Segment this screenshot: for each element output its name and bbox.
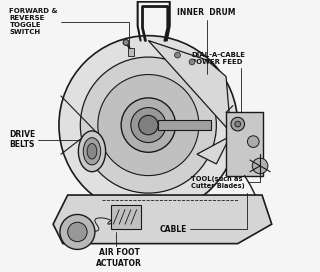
Text: CABLE: CABLE bbox=[160, 193, 247, 234]
Circle shape bbox=[80, 57, 216, 193]
Text: DIAL-A-CABLE
POWER FEED: DIAL-A-CABLE POWER FEED bbox=[191, 52, 245, 121]
Ellipse shape bbox=[78, 131, 106, 172]
Bar bbox=[111, 205, 140, 229]
Circle shape bbox=[60, 214, 95, 249]
Circle shape bbox=[131, 108, 166, 143]
Circle shape bbox=[235, 121, 241, 127]
Text: AIR FOOT
ACTUATOR: AIR FOOT ACTUATOR bbox=[96, 232, 142, 268]
Bar bbox=[158, 120, 212, 130]
Circle shape bbox=[123, 39, 129, 45]
Polygon shape bbox=[53, 195, 272, 244]
Circle shape bbox=[189, 59, 195, 65]
Text: FORWARD &
REVERSE
TOGGLE
SWITCH: FORWARD & REVERSE TOGGLE SWITCH bbox=[9, 8, 129, 48]
Circle shape bbox=[231, 117, 244, 131]
Circle shape bbox=[68, 222, 87, 242]
Polygon shape bbox=[148, 41, 233, 164]
Text: DRIVE
BELTS: DRIVE BELTS bbox=[9, 130, 97, 149]
Ellipse shape bbox=[87, 144, 97, 159]
Bar bbox=[226, 112, 263, 176]
Circle shape bbox=[139, 115, 158, 135]
Circle shape bbox=[247, 136, 259, 147]
Circle shape bbox=[252, 158, 268, 174]
Circle shape bbox=[175, 52, 180, 58]
Ellipse shape bbox=[83, 138, 101, 165]
Text: TOOL(such as
Cutter Blades): TOOL(such as Cutter Blades) bbox=[191, 169, 260, 188]
Circle shape bbox=[59, 36, 238, 214]
Text: INNER  DRUM: INNER DRUM bbox=[178, 8, 236, 74]
Circle shape bbox=[98, 75, 199, 176]
Bar bbox=[128, 48, 134, 56]
Circle shape bbox=[121, 98, 176, 152]
